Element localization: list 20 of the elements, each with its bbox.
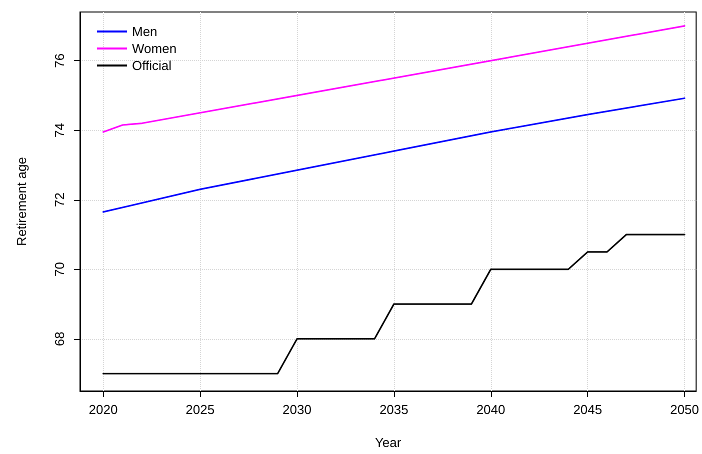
line-series: [102, 97, 686, 213]
x-tick-label: 2040: [476, 402, 506, 417]
x-tick-label: 2020: [88, 402, 118, 417]
y-tick-label: 74: [52, 122, 67, 138]
line-series: [102, 25, 686, 133]
y-tick-label: 76: [52, 53, 67, 68]
y-axis-title: Retirement age: [14, 157, 29, 246]
x-axis-title: Year: [374, 435, 402, 450]
x-tick-label: 2045: [573, 402, 602, 417]
line-series: [102, 234, 686, 374]
legend-label: Official: [132, 58, 172, 73]
y-tick-label: 68: [52, 332, 67, 346]
x-tick-label: 2030: [282, 402, 312, 417]
x-tick-label: 2035: [379, 402, 408, 417]
y-tick-label: 70: [52, 262, 67, 277]
legend-label: Women: [132, 41, 177, 56]
y-tick-label: 72: [52, 192, 67, 207]
x-tick-label: 2050: [670, 402, 699, 417]
legend-label: Men: [132, 24, 158, 39]
x-tick-label: 2025: [186, 402, 215, 417]
